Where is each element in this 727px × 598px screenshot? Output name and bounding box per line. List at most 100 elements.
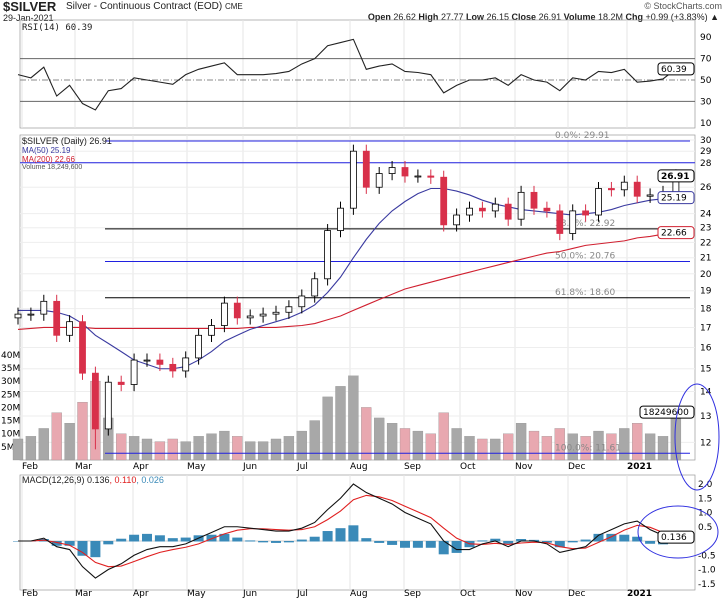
volume-tick-label: 30M (1, 377, 20, 387)
volume-bar (632, 423, 643, 461)
open-value: 26.62 (393, 12, 416, 22)
candle-body (92, 372, 99, 430)
candle-body (53, 300, 61, 336)
volume-tick-label: 15M (1, 417, 20, 427)
x-tick-label-macd: Aug (350, 589, 368, 598)
volume-tick-label: 20M (1, 403, 20, 413)
macd-tick-label: -1.5 (698, 580, 716, 590)
macd-histogram-bar (64, 541, 75, 546)
candle-body (517, 191, 525, 220)
rsi-tick-label: 90 (700, 33, 712, 43)
panel-border-0 (19, 19, 696, 129)
x-tick-label-macd: Apr (133, 589, 149, 598)
rsi-tick-label: 50 (700, 76, 712, 86)
instrument-title: Silver - Continuous Contract (EOD) (66, 1, 223, 12)
last-close-label: 26.91 (661, 172, 689, 182)
volume-bar (554, 428, 565, 461)
x-tick-label: 2021 (627, 462, 652, 472)
candle-body (27, 313, 35, 316)
macd-histogram-bar (606, 533, 617, 542)
instrument-name: Silver - Continuous Contract (EOD) CME (66, 1, 243, 12)
volume-bar (309, 420, 320, 461)
volume-bar (296, 430, 307, 461)
volume-bar (154, 441, 166, 461)
volume-bar (477, 438, 488, 461)
candle-body (453, 214, 461, 226)
volume-bar (386, 423, 398, 461)
macd-tick-label: 1.5 (698, 494, 712, 504)
price-tick-label: 15 (700, 365, 711, 375)
ma200-legend: MA(200) 22.66 (22, 155, 75, 164)
macd-histogram-bar (335, 528, 346, 542)
candle-body (259, 313, 267, 317)
last-volume-label-box (639, 405, 695, 419)
candle-body (646, 194, 654, 197)
rsi-tick-label: 10 (700, 119, 712, 129)
volume-tick-label: 5M (1, 443, 15, 453)
macd-hist-value: , 0.026 (136, 475, 164, 485)
price-tick-label: 23 (700, 224, 711, 234)
volume-bar (348, 375, 359, 461)
x-tick-label: Jul (296, 462, 308, 472)
candle-body (220, 302, 228, 326)
last-macd-label-box (657, 530, 695, 544)
x-tick-label: Apr (133, 462, 149, 472)
quote-summary: Open 26.62 High 27.77 Low 26.15 Close 26… (367, 12, 719, 22)
x-tick-label: Oct (460, 462, 476, 472)
volume-bar (232, 436, 243, 461)
macd-tick-label: 0.5 (698, 523, 712, 533)
x-tick-label-macd: Feb (22, 589, 38, 598)
candle-body (414, 175, 422, 178)
last-ma200-label: 22.66 (661, 229, 687, 239)
price-tick-label: 22 (700, 238, 711, 248)
last-macd-label: 0.136 (661, 533, 687, 543)
volume-value: 18.2M (597, 12, 623, 22)
price-tick-label: 28 (700, 159, 712, 169)
x-tick-label-macd: 2021 (627, 589, 652, 598)
macd-histogram-bar (593, 533, 604, 542)
macd-histogram-bar (245, 540, 256, 542)
candle-body (79, 321, 86, 374)
fibonacci-label: 61.8%: 18.60 (555, 288, 616, 298)
volume-bar (283, 436, 295, 461)
x-tick-label-macd: May (187, 589, 206, 598)
macd-tick-label: -1.0 (698, 566, 716, 576)
candle-body (337, 207, 344, 231)
volume-bar (503, 433, 514, 461)
macd-signal-value: , 0.110 (109, 475, 137, 485)
macd-histogram-bar (103, 541, 114, 545)
macd-tick-label: 2.0 (698, 480, 713, 490)
volume-bar (619, 428, 630, 461)
macd-legend: MACD(12,26,9) 0.136, 0.110, 0.026 (22, 475, 164, 485)
candle-body (440, 176, 448, 226)
rsi-tick-label: 30 (700, 97, 712, 107)
volume-bar (141, 438, 153, 461)
annotation-ellipse-macd (637, 505, 719, 559)
fibonacci-label: 100.0%: 11.61 (555, 443, 621, 453)
chg-value: +0.99 (+3.83%) (645, 12, 708, 22)
candle-body (349, 150, 357, 209)
last-ma50-label: 25.19 (661, 194, 687, 204)
volume-tick-label: 25M (1, 390, 20, 400)
candle-body (104, 381, 112, 430)
macd-histogram-bar (90, 541, 101, 558)
candle-body (130, 359, 138, 385)
candle-body (117, 381, 125, 385)
price-tick-label: 29 (700, 147, 712, 157)
candle-body (14, 313, 22, 319)
x-tick-label-macd: Nov (515, 589, 533, 598)
candle-body (595, 188, 602, 216)
macd-histogram-bar (374, 541, 385, 543)
candle-body (543, 207, 551, 212)
volume-bar (257, 441, 269, 461)
x-tick-label-macd: Mar (75, 589, 92, 598)
chg-label: Chg (625, 12, 644, 22)
ma200-line (17, 232, 676, 330)
fibonacci-label: 38.2%: 22.92 (555, 219, 615, 229)
x-tick-label: Nov (515, 462, 533, 472)
volume-bar (490, 438, 501, 461)
x-tick-label: May (187, 462, 206, 472)
volume-bar (12, 438, 24, 461)
macd-histogram-bar (206, 534, 217, 542)
candle-body (246, 315, 254, 319)
